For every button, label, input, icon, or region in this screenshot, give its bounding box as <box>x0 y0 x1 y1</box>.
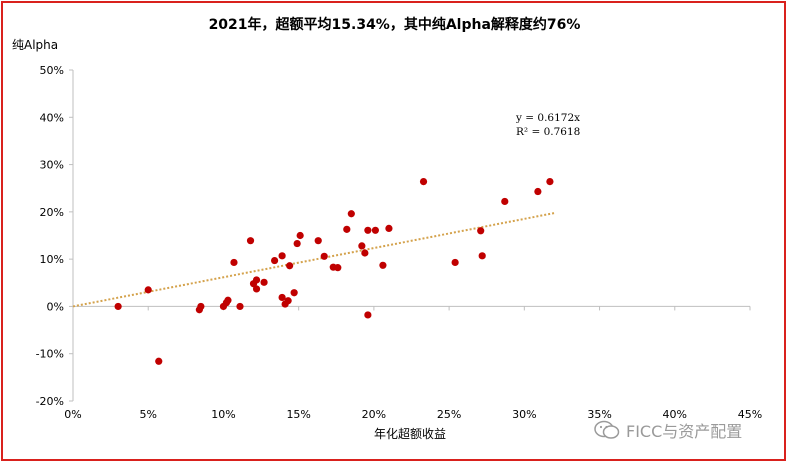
data-point <box>334 264 342 272</box>
data-point <box>419 177 428 186</box>
data-point <box>361 249 369 257</box>
data-point <box>236 302 244 311</box>
data-point <box>364 226 372 234</box>
x-tick-label: 20% <box>362 408 386 421</box>
data-point <box>252 285 261 293</box>
data-point <box>379 261 387 269</box>
data-point <box>546 177 554 186</box>
data-point <box>224 296 232 304</box>
data-point <box>364 311 372 319</box>
data-point <box>477 227 485 235</box>
data-point <box>314 237 322 245</box>
x-tick-label: 45% <box>738 408 762 421</box>
data-point <box>230 258 238 267</box>
data-point <box>534 187 542 196</box>
data-point <box>246 237 255 245</box>
data-point <box>278 252 286 260</box>
data-point <box>385 224 393 233</box>
data-point <box>284 297 292 305</box>
y-tick-label: 50% <box>40 64 64 77</box>
data-point <box>478 252 486 260</box>
x-tick-label: 5% <box>139 408 156 421</box>
data-point <box>278 293 286 302</box>
x-tick-label: 35% <box>587 408 611 421</box>
y-tick-label: 40% <box>40 111 64 124</box>
watermark-text: FICC与资产配置 <box>626 422 743 441</box>
data-point <box>144 286 152 294</box>
data-point <box>197 302 205 311</box>
data-point <box>270 256 279 265</box>
watermark: FICC与资产配置 <box>594 418 742 442</box>
data-point <box>114 302 122 311</box>
x-axis-label: 年化超额收益 <box>373 427 446 441</box>
trendline-r-squared: R² = 0.7618 <box>516 126 581 138</box>
data-point <box>343 225 351 233</box>
trendline-annotation: y = 0.6172x R² = 0.7618 <box>516 111 580 139</box>
y-tick-label: 20% <box>40 206 64 219</box>
data-point <box>293 239 301 248</box>
data-point <box>252 276 261 284</box>
x-tick-label: 30% <box>512 408 536 421</box>
data-point <box>358 242 366 250</box>
chart-title: 2021年，超额平均15.34%，其中纯Alpha解释度约76% <box>208 17 581 33</box>
data-point <box>290 289 298 297</box>
data-point <box>347 210 355 218</box>
trendline <box>72 212 555 308</box>
data-point <box>155 357 163 365</box>
y-tick-label: 30% <box>40 159 64 172</box>
data-point <box>260 278 268 286</box>
y-axis-label: 纯Alpha <box>12 38 59 52</box>
x-tick-label: 15% <box>286 408 310 421</box>
data-point <box>371 226 379 234</box>
data-point <box>286 262 294 270</box>
data-point <box>296 231 304 240</box>
y-tick-label: 10% <box>40 253 64 266</box>
y-tick-label: 0% <box>47 300 64 313</box>
x-tick-label: 40% <box>663 408 687 421</box>
y-tick-label: -10% <box>36 348 64 361</box>
x-tick-label: 0% <box>64 408 81 421</box>
data-point <box>501 197 509 206</box>
x-tick-label: 25% <box>437 408 461 421</box>
data-point <box>451 258 459 267</box>
trendline-equation: y = 0.6172x <box>516 112 581 124</box>
data-point <box>320 252 328 260</box>
wechat-icon <box>594 420 620 439</box>
y-tick-label: -20% <box>36 395 64 408</box>
x-tick-label: 10% <box>211 408 235 421</box>
